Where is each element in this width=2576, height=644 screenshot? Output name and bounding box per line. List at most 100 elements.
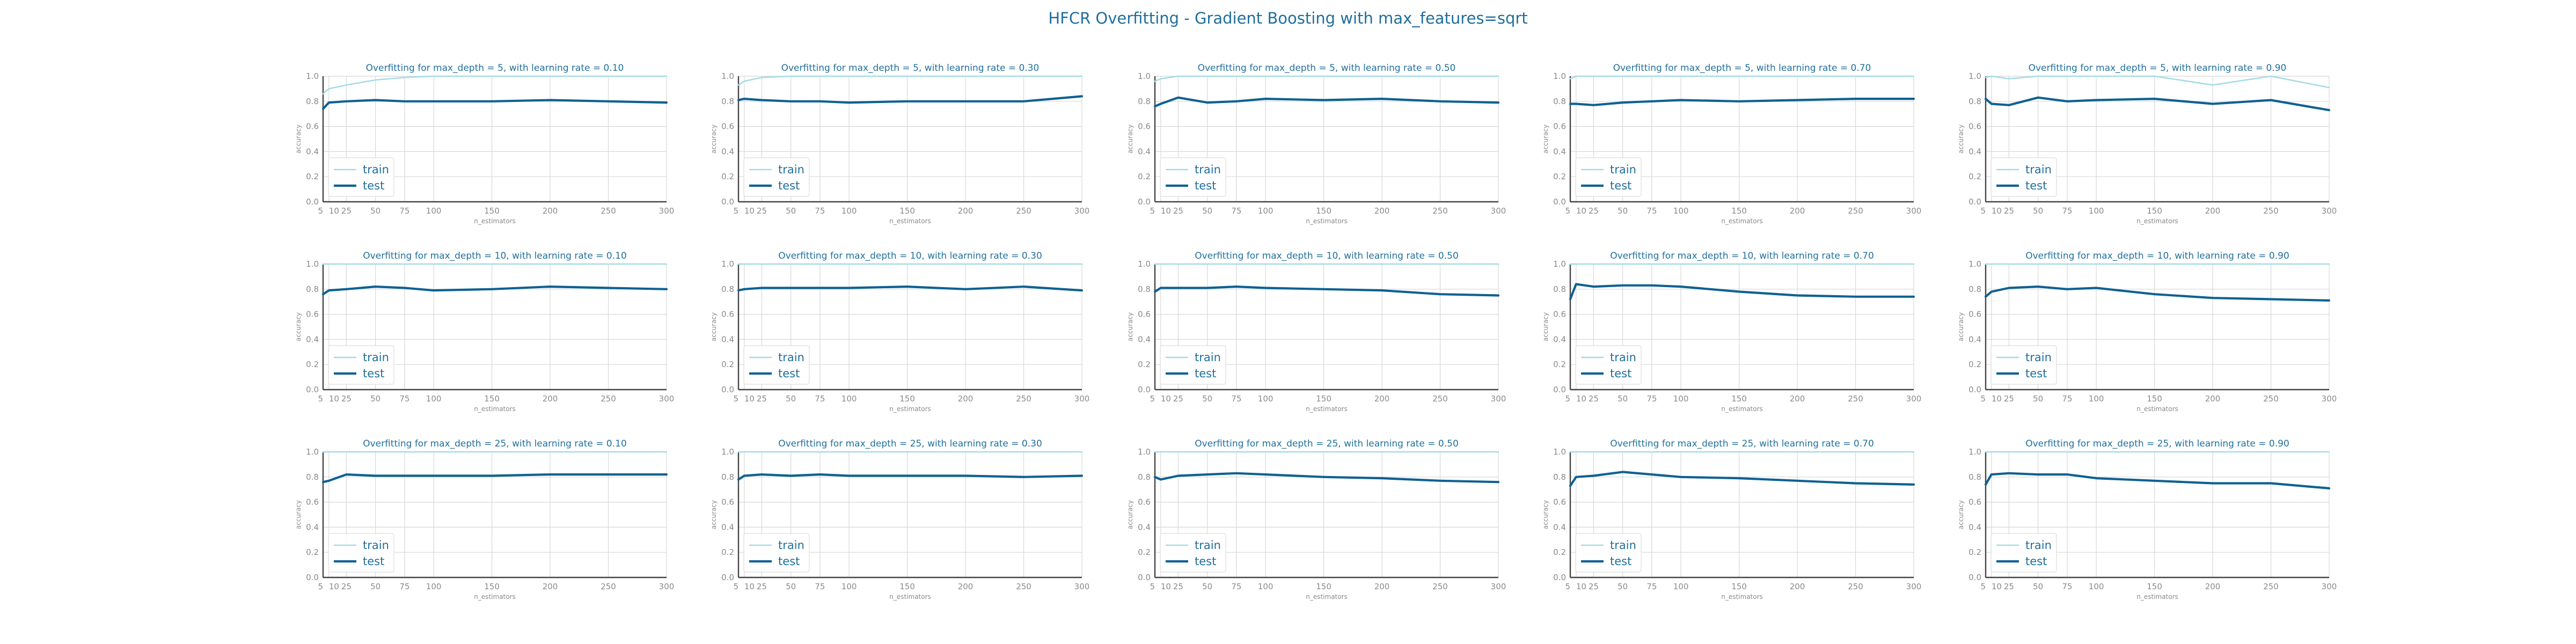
- x-tick-label: 150: [484, 582, 500, 591]
- legend-label-test: test: [1610, 179, 1631, 192]
- x-tick-label: 75: [815, 206, 825, 216]
- x-tick-label: 150: [2147, 394, 2162, 404]
- x-tick-label: 10: [1576, 582, 1586, 591]
- x-tick-label: 100: [841, 394, 857, 404]
- x-tick-label: 25: [1173, 206, 1183, 216]
- x-tick-label: 250: [1432, 394, 1448, 404]
- y-tick-label: 0.6: [306, 122, 319, 131]
- y-tick-label: 0.4: [306, 334, 319, 344]
- y-tick-label: 0.4: [1553, 147, 1566, 156]
- subplot-title: Overfitting for max_depth = 5, with lear…: [1198, 63, 1456, 74]
- x-tick-label: 10: [1161, 206, 1171, 216]
- x-tick-label: 100: [1673, 394, 1689, 404]
- y-tick-label: 0.4: [721, 522, 734, 532]
- x-tick-label: 10: [1161, 582, 1171, 591]
- series-line-test: [1153, 96, 1500, 108]
- x-tick-label: 250: [1432, 582, 1448, 591]
- x-tick-label: 250: [1016, 206, 1031, 216]
- x-tick-label: 50: [1202, 582, 1212, 591]
- x-tick-label: 150: [2147, 582, 2162, 591]
- legend-label-test: test: [2025, 367, 2047, 380]
- x-tick-label: 300: [1074, 394, 1090, 404]
- y-tick-label: 0.0: [721, 385, 734, 394]
- y-tick-label: 0.6: [1553, 310, 1566, 319]
- legend-label-test: test: [1610, 555, 1631, 568]
- x-tick-label: 5: [733, 206, 738, 216]
- x-tick-label: 150: [1316, 206, 1331, 216]
- legend-label-train: train: [778, 351, 804, 364]
- x-tick-label: 75: [2062, 582, 2072, 591]
- x-tick-label: 300: [2322, 206, 2337, 216]
- y-tick-label: 0.8: [1553, 97, 1566, 106]
- y-tick-label: 0.4: [306, 522, 319, 532]
- x-tick-label: 150: [1316, 582, 1331, 591]
- x-tick-label: 50: [1618, 582, 1628, 591]
- subplot-title: Overfitting for max_depth = 5, with lear…: [2029, 63, 2287, 74]
- y-tick-label: 0.6: [306, 497, 319, 507]
- subplot-title: Overfitting for max_depth = 10, with lea…: [1610, 251, 1874, 261]
- x-tick-label: 25: [341, 206, 352, 216]
- x-tick-label: 10: [744, 394, 755, 404]
- x-tick-label: 150: [1316, 394, 1331, 404]
- x-tick-label: 5: [1565, 394, 1570, 404]
- subplot: 0.0 0.2 0.4 0.6 0.8 1.0 5 10 25 50 75 100 150 200 250 3…: [295, 63, 674, 225]
- x-axis-label: n_estimators: [889, 405, 931, 413]
- x-axis-label: n_estimators: [1721, 593, 1763, 601]
- y-tick-label: 0.6: [306, 310, 319, 319]
- x-tick-label: 50: [1618, 206, 1628, 216]
- x-tick-label: 150: [2147, 206, 2162, 216]
- x-tick-label: 25: [341, 582, 352, 591]
- x-tick-label: 100: [841, 206, 857, 216]
- legend-label-test: test: [1195, 179, 1216, 192]
- y-axis-label: accuracy: [295, 312, 302, 341]
- legend: train test: [1575, 157, 1642, 197]
- subplot-title: Overfitting for max_depth = 25, with lea…: [1195, 438, 1459, 449]
- legend: train test: [1160, 345, 1226, 385]
- x-tick-label: 5: [1150, 394, 1155, 404]
- x-tick-label: 10: [1576, 206, 1586, 216]
- legend: train test: [1990, 533, 2057, 573]
- y-axis-label: accuracy: [710, 312, 718, 341]
- x-tick-label: 50: [2033, 206, 2043, 216]
- legend-label-train: train: [1195, 351, 1221, 364]
- x-tick-label: 50: [786, 394, 796, 404]
- y-tick-label: 0.4: [1553, 334, 1566, 344]
- x-tick-label: 25: [2004, 582, 2014, 591]
- y-tick-label: 0.4: [1138, 334, 1151, 344]
- x-tick-label: 10: [1161, 394, 1171, 404]
- x-tick-label: 200: [1374, 206, 1390, 216]
- x-tick-label: 25: [757, 206, 767, 216]
- y-tick-label: 0.2: [721, 547, 734, 557]
- x-tick-label: 250: [601, 582, 616, 591]
- x-axis-label: n_estimators: [474, 405, 516, 413]
- y-tick-label: 0.0: [1553, 197, 1566, 207]
- y-tick-label: 0.8: [1138, 97, 1151, 106]
- y-tick-label: 0.4: [1968, 334, 1981, 344]
- x-tick-label: 50: [1202, 206, 1212, 216]
- y-axis-label: accuracy: [1542, 500, 1549, 529]
- x-tick-label: 250: [1848, 582, 1863, 591]
- legend-label-train: train: [1195, 539, 1221, 552]
- x-tick-label: 5: [1150, 582, 1155, 591]
- y-tick-label: 1.0: [1138, 447, 1151, 457]
- legend: train test: [1160, 157, 1226, 197]
- x-tick-label: 50: [786, 582, 796, 591]
- legend-label-test: test: [2025, 555, 2047, 568]
- y-tick-label: 0.8: [1553, 284, 1566, 294]
- y-axis-label: accuracy: [710, 500, 718, 529]
- x-tick-label: 10: [1992, 206, 2002, 216]
- series-line-train: [1154, 75, 1499, 82]
- x-tick-label: 300: [659, 394, 675, 404]
- legend: train test: [1990, 157, 2057, 197]
- x-tick-label: 75: [2062, 206, 2072, 216]
- legend: train test: [328, 345, 394, 385]
- y-tick-label: 0.8: [1553, 472, 1566, 482]
- y-tick-label: 0.4: [1138, 147, 1151, 156]
- x-tick-label: 75: [2062, 394, 2072, 404]
- x-tick-label: 25: [341, 394, 352, 404]
- legend: train test: [328, 157, 394, 197]
- y-tick-label: 0.4: [721, 147, 734, 156]
- x-tick-label: 200: [958, 582, 974, 591]
- y-axis-label: accuracy: [1542, 312, 1549, 341]
- x-tick-label: 100: [2089, 206, 2104, 216]
